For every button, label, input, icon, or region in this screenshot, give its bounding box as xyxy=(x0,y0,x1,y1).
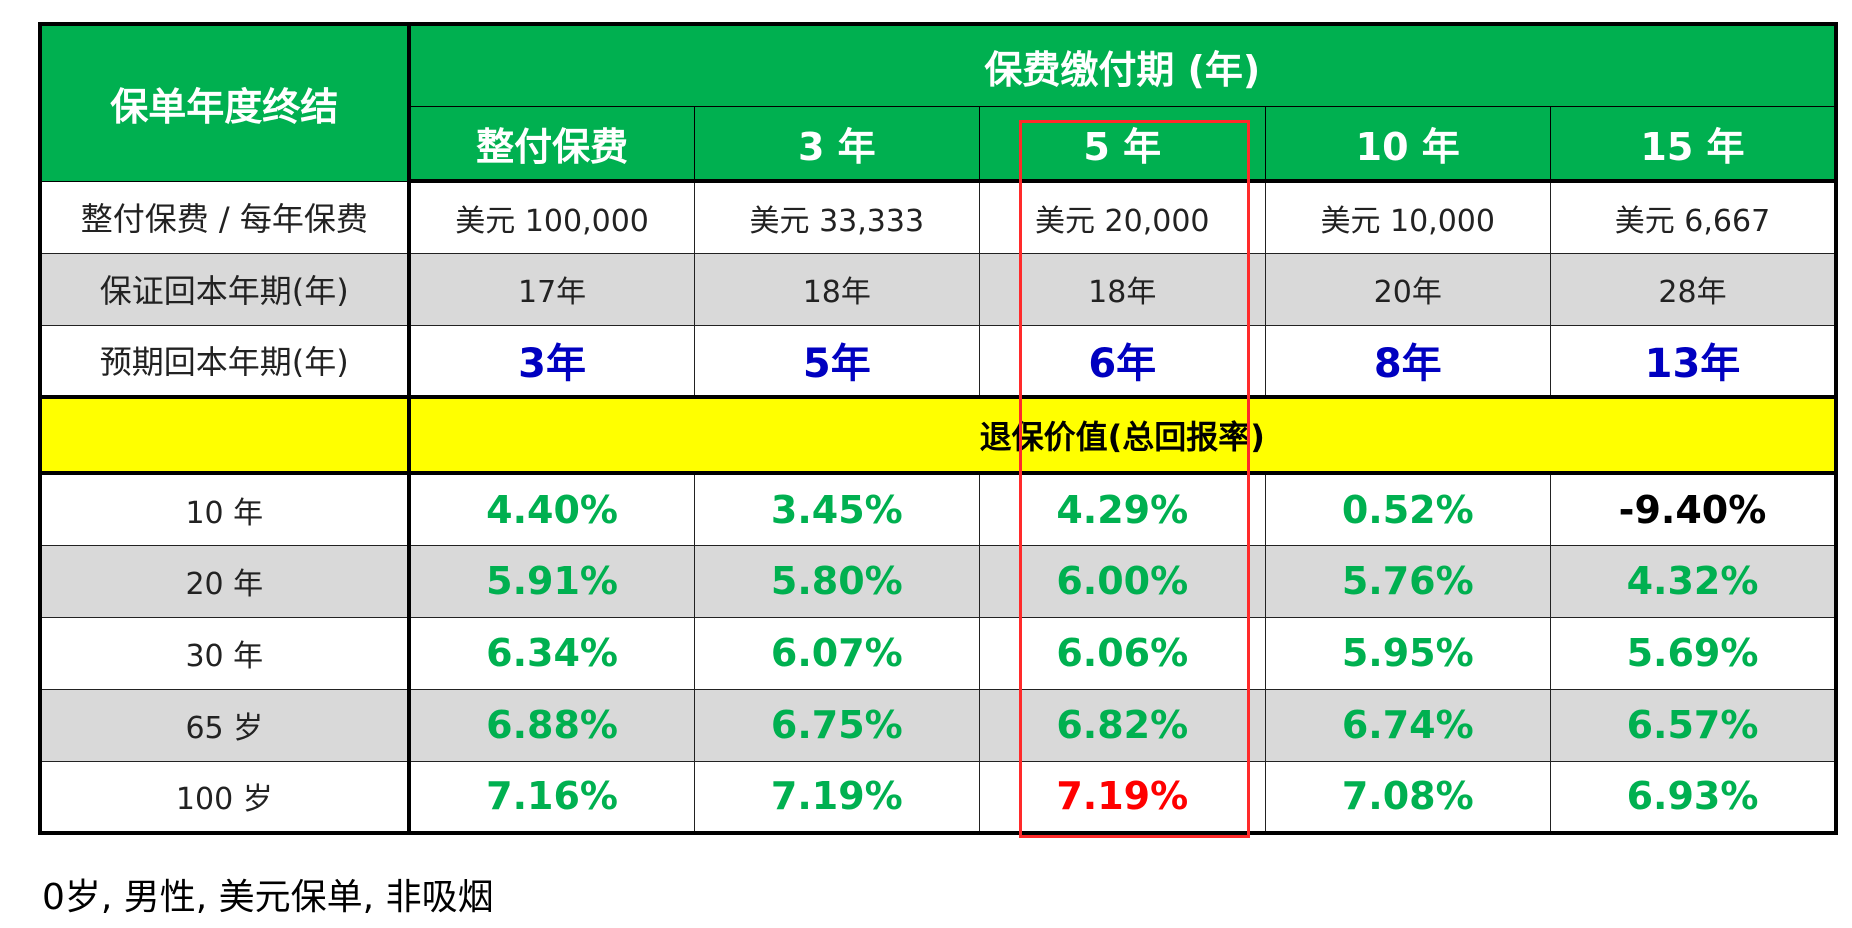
premium-cell: 美元 20,000 xyxy=(979,180,1266,254)
column-header-15y: 15 年 xyxy=(1549,106,1837,183)
surrender-banner-row: 退保价值(总回报率) xyxy=(39,396,1837,475)
expected-cell: 3年 xyxy=(408,324,695,399)
return-cell: 6.88% xyxy=(408,688,695,762)
return-cell: 3.45% xyxy=(693,472,981,546)
premium-cell: 美元 6,667 xyxy=(1549,180,1837,254)
row-label-guaranteed: 保证回本年期(年) xyxy=(39,252,411,326)
return-cell: 5.69% xyxy=(1549,616,1837,690)
row-label-expected: 预期回本年期(年) xyxy=(39,324,411,399)
return-cell: 6.00% xyxy=(979,544,1266,618)
return-cell: 6.07% xyxy=(693,616,981,690)
guaranteed-cell: 18年 xyxy=(693,252,981,326)
surrender-row-20y: 20 年 5.91% 5.80% 6.00% 5.76% 4.32% xyxy=(39,544,1837,618)
expected-breakeven-row: 预期回本年期(年) 3年 5年 6年 8年 13年 xyxy=(39,324,1837,399)
return-cell: 6.82% xyxy=(979,688,1266,762)
savings-plan-table: 保单年度终结 保费缴付期 (年) 整付保费 3 年 5 年 10 年 15 年 … xyxy=(38,22,1838,835)
return-cell: 5.80% xyxy=(693,544,981,618)
guaranteed-cell: 18年 xyxy=(979,252,1266,326)
savings-plan-table-container: 保单年度终结 保费缴付期 (年) 整付保费 3 年 5 年 10 年 15 年 … xyxy=(38,22,1838,835)
surrender-row-100: 100 岁 7.16% 7.19% 7.19% 7.08% 6.93% xyxy=(39,760,1837,834)
expected-cell: 8年 xyxy=(1264,324,1551,399)
column-header-3y: 3 年 xyxy=(693,106,981,183)
header-row-columns: 整付保费 3 年 5 年 10 年 15 年 xyxy=(40,106,1837,183)
row-label-surrender: 100 岁 xyxy=(39,760,411,834)
return-cell: 5.91% xyxy=(408,544,695,618)
banner-left-blank xyxy=(39,396,411,475)
row-label-surrender: 65 岁 xyxy=(39,688,411,762)
expected-cell: 13年 xyxy=(1549,324,1837,399)
return-cell: 6.34% xyxy=(408,616,695,690)
return-cell: 6.93% xyxy=(1549,760,1837,834)
payment-period-header: 保费缴付期 (年) xyxy=(408,23,1837,107)
surrender-row-65: 65 岁 6.88% 6.75% 6.82% 6.74% 6.57% xyxy=(39,688,1837,762)
expected-cell: 5年 xyxy=(693,324,981,399)
return-cell: 6.06% xyxy=(979,616,1266,690)
return-cell: 6.74% xyxy=(1264,688,1551,762)
surrender-row-30y: 30 年 6.34% 6.07% 6.06% 5.95% 5.69% xyxy=(39,616,1837,690)
row-label-surrender: 20 年 xyxy=(39,544,411,618)
row-label-premium: 整付保费 / 每年保费 xyxy=(39,180,411,254)
row-label-surrender: 10 年 xyxy=(39,472,411,546)
footnote: 0岁, 男性, 美元保单, 非吸烟 xyxy=(42,877,494,918)
guaranteed-breakeven-row: 保证回本年期(年) 17年 18年 18年 20年 28年 xyxy=(39,252,1837,326)
surrender-row-10y: 10 年 4.40% 3.45% 4.29% 0.52% -9.40% xyxy=(39,472,1837,546)
surrender-value-banner: 退保价值(总回报率) xyxy=(408,396,1837,475)
return-cell: 4.32% xyxy=(1549,544,1837,618)
column-header-single: 整付保费 xyxy=(408,106,695,183)
column-header-5y: 5 年 xyxy=(979,106,1266,183)
return-cell: 6.75% xyxy=(693,688,981,762)
return-cell: 7.08% xyxy=(1264,760,1551,834)
premium-cell: 美元 10,000 xyxy=(1264,180,1551,254)
return-cell-highlighted: 7.19% xyxy=(979,760,1266,834)
return-cell: 4.40% xyxy=(408,472,695,546)
return-cell: 4.29% xyxy=(979,472,1266,546)
header-row-top: 保单年度终结 保费缴付期 (年) xyxy=(39,23,1837,182)
premium-cell: 美元 100,000 xyxy=(408,180,695,254)
return-cell: 0.52% xyxy=(1264,472,1551,546)
return-cell: 5.95% xyxy=(1264,616,1551,690)
return-cell-negative: -9.40% xyxy=(1549,472,1837,546)
premium-row: 整付保费 / 每年保费 美元 100,000 美元 33,333 美元 20,0… xyxy=(39,180,1837,254)
return-cell: 7.16% xyxy=(408,760,695,834)
column-header-10y: 10 年 xyxy=(1264,106,1551,183)
return-cell: 6.57% xyxy=(1549,688,1837,762)
guaranteed-cell: 28年 xyxy=(1549,252,1837,326)
corner-header: 保单年度终结 xyxy=(39,23,411,182)
guaranteed-cell: 20年 xyxy=(1264,252,1551,326)
premium-cell: 美元 33,333 xyxy=(693,180,981,254)
expected-cell: 6年 xyxy=(979,324,1266,399)
row-label-surrender: 30 年 xyxy=(39,616,411,690)
return-cell: 7.19% xyxy=(693,760,981,834)
guaranteed-cell: 17年 xyxy=(408,252,695,326)
return-cell: 5.76% xyxy=(1264,544,1551,618)
